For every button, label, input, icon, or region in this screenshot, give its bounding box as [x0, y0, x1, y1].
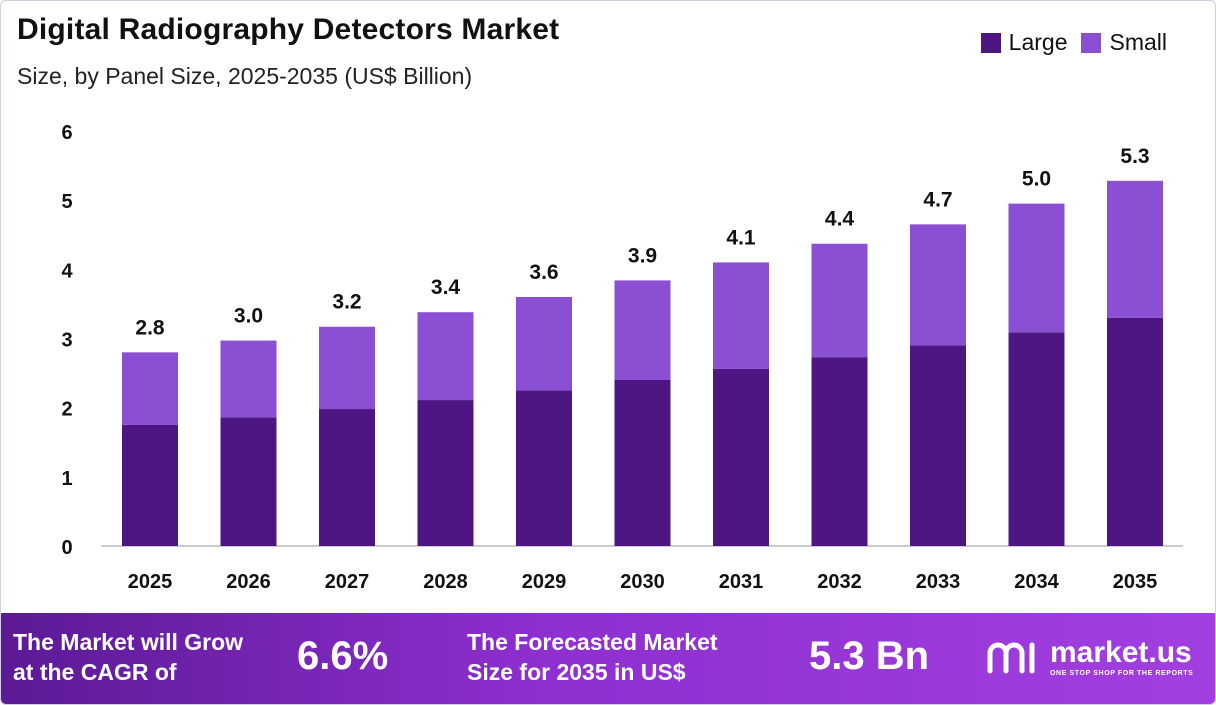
bar-total-label: 2.8 — [135, 316, 165, 339]
bar-total-label: 3.4 — [431, 276, 461, 299]
y-tick-label: 6 — [61, 122, 72, 144]
bar-large-2028 — [417, 400, 474, 546]
bar-large-2025 — [122, 424, 178, 546]
bar-large-2032 — [811, 357, 868, 546]
footer-banner: The Market will Grow at the CAGR of 6.6%… — [1, 613, 1215, 704]
forecast-value: 5.3 Bn — [809, 634, 930, 678]
y-tick-label: 5 — [61, 191, 72, 213]
bar-small-2027 — [319, 326, 375, 410]
x-tick-label: 2029 — [522, 571, 567, 593]
brand-logo: market.us ONE STOP SHOP FOR THE REPORTS — [986, 637, 1193, 677]
bar-large-2031 — [713, 368, 769, 546]
bar-small-2033 — [910, 224, 966, 346]
x-tick-label: 2031 — [719, 571, 764, 593]
cagr-caption-line1: The Market will Grow — [13, 629, 244, 655]
brand-tagline: ONE STOP SHOP FOR THE REPORTS — [1050, 669, 1194, 677]
bar-total-label: 5.3 — [1120, 145, 1149, 168]
x-tick-label: 2028 — [423, 571, 468, 593]
bar-total-label: 3.6 — [529, 261, 558, 284]
chart-legend: Large Small — [980, 29, 1167, 56]
forecast-caption-line1: The Forecasted Market — [467, 629, 718, 655]
legend-item-large: Large — [980, 29, 1068, 56]
bar-small-2026 — [220, 340, 277, 418]
cagr-caption-line2: at the CAGR of — [13, 659, 177, 685]
bar-chart: 0 1 2 3 4 5 6 2.8 2025 3.0 2026 3.2 2027 3.4 2028 3.6 20… — [61, 122, 1183, 593]
x-tick-label: 2025 — [128, 571, 173, 593]
forecast-caption: The Forecasted Market Size for 2035 in U… — [467, 627, 718, 687]
legend-item-small: Small — [1081, 29, 1167, 56]
bar-large-2035 — [1107, 317, 1163, 546]
x-tick-label: 2032 — [817, 571, 862, 593]
legend-label-small: Small — [1109, 29, 1167, 55]
bar-small-2029 — [516, 297, 572, 391]
x-tick-label: 2034 — [1014, 571, 1059, 593]
cagr-value: 6.6% — [297, 634, 389, 678]
x-tick-label: 2035 — [1113, 571, 1158, 593]
legend-swatch-small — [1081, 32, 1102, 53]
cagr-caption: The Market will Grow at the CAGR of — [13, 627, 243, 687]
y-tick-label: 0 — [61, 537, 72, 559]
bar-small-2032 — [811, 243, 868, 358]
bar-total-label: 5.0 — [1022, 168, 1051, 191]
bar-large-2030 — [614, 380, 671, 546]
brand-name: market.us — [1050, 635, 1192, 669]
bar-small-2034 — [1008, 203, 1065, 333]
bar-total-label: 3.0 — [234, 305, 263, 328]
bar-total-label: 4.4 — [825, 208, 855, 231]
bar-large-2034 — [1008, 332, 1065, 546]
x-tick-label: 2027 — [325, 571, 370, 593]
legend-label-large: Large — [1008, 29, 1068, 55]
bar-total-label: 4.7 — [923, 188, 952, 211]
chart-title: Digital Radiography Detectors Market — [17, 13, 560, 46]
bar-small-2025 — [122, 352, 178, 425]
bar-small-2028 — [417, 312, 474, 401]
bar-large-2033 — [910, 345, 966, 546]
bar-total-label: 4.1 — [726, 226, 756, 249]
y-tick-label: 3 — [61, 330, 72, 352]
x-tick-label: 2030 — [620, 571, 665, 593]
legend-swatch-large — [980, 32, 1001, 53]
bar-small-2030 — [614, 280, 671, 380]
y-tick-label: 1 — [61, 468, 72, 490]
bar-small-2035 — [1107, 180, 1163, 318]
forecast-caption-line2: Size for 2035 in US$ — [467, 659, 686, 685]
y-tick-label: 2 — [61, 399, 72, 421]
bar-total-label: 3.2 — [332, 291, 361, 314]
bar-total-label: 3.9 — [628, 244, 657, 267]
market-us-logo-icon — [987, 642, 1035, 674]
chart-subtitle: Size, by Panel Size, 2025-2035 (US$ Bill… — [17, 63, 473, 89]
x-tick-label: 2033 — [916, 571, 961, 593]
bar-large-2029 — [516, 390, 572, 546]
y-tick-label: 4 — [61, 260, 73, 282]
x-tick-label: 2026 — [226, 571, 271, 593]
bar-large-2026 — [220, 417, 277, 546]
bar-large-2027 — [319, 409, 375, 546]
bar-small-2031 — [713, 262, 769, 369]
